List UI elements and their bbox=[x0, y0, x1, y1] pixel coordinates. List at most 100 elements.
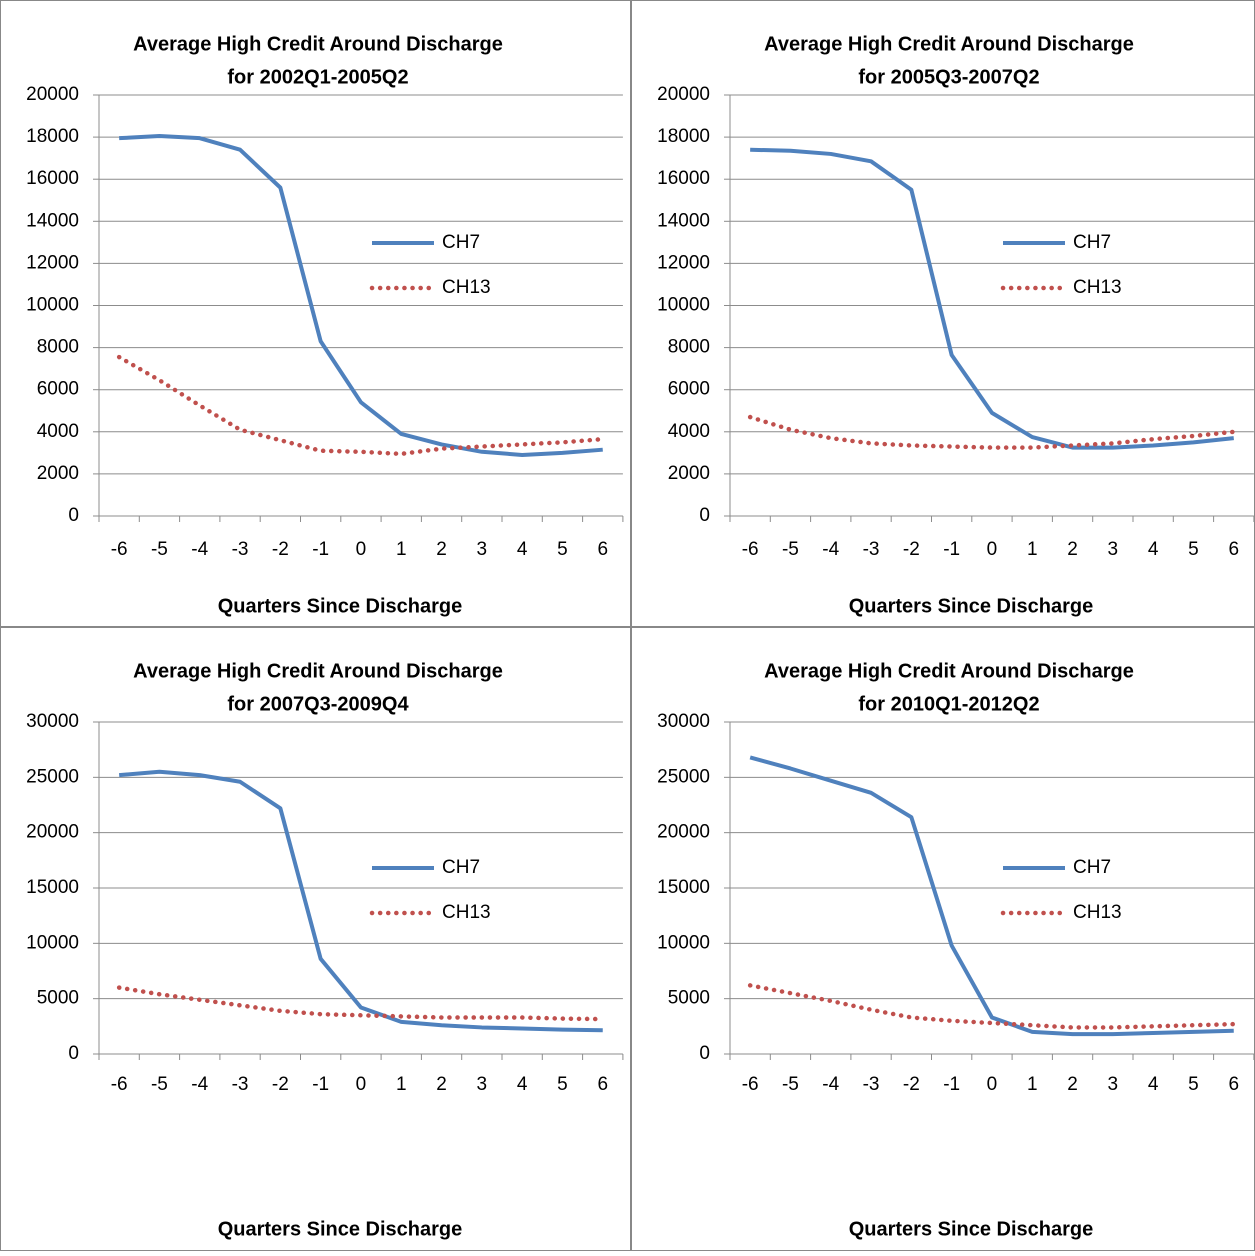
legend-label: CH13 bbox=[442, 902, 491, 923]
y-tick-label: 15000 bbox=[657, 877, 710, 898]
y-tick-label: 14000 bbox=[26, 210, 79, 231]
x-tick-label: 3 bbox=[1108, 539, 1119, 560]
y-tick-label: 10000 bbox=[657, 932, 710, 953]
y-tick-label: 4000 bbox=[668, 421, 710, 442]
x-tick-label: 3 bbox=[1108, 1074, 1119, 1095]
x-tick-label: -4 bbox=[822, 1074, 839, 1095]
y-tick-label: 20000 bbox=[657, 822, 710, 843]
x-tick-label: 5 bbox=[1188, 1074, 1199, 1095]
y-tick-label: 0 bbox=[699, 505, 710, 526]
x-tick-label: -1 bbox=[943, 539, 960, 560]
y-tick-label: 20000 bbox=[657, 84, 710, 105]
x-tick-label: 3 bbox=[477, 1074, 488, 1095]
y-tick-label: 12000 bbox=[26, 252, 79, 273]
x-tick-label: 5 bbox=[1188, 539, 1199, 560]
y-tick-label: 15000 bbox=[26, 877, 79, 898]
y-tick-label: 6000 bbox=[37, 379, 79, 400]
chart-title: for 2002Q1-2005Q2 bbox=[227, 66, 408, 88]
y-tick-label: 10000 bbox=[26, 932, 79, 953]
series-line bbox=[749, 755, 1234, 1037]
x-axis-title: Quarters Since Discharge bbox=[218, 1218, 463, 1240]
y-tick-label: 0 bbox=[68, 505, 79, 526]
x-tick-label: 2 bbox=[1067, 539, 1078, 560]
series-line bbox=[116, 354, 605, 457]
x-tick-label: -4 bbox=[191, 1074, 208, 1095]
legend-label: CH7 bbox=[1073, 232, 1111, 253]
y-tick-label: 4000 bbox=[37, 421, 79, 442]
series-line bbox=[747, 983, 1236, 1030]
x-tick-label: 6 bbox=[597, 1074, 608, 1095]
legend-label: CH13 bbox=[1073, 277, 1122, 298]
y-tick-label: 16000 bbox=[26, 168, 79, 189]
x-tick-label: -1 bbox=[312, 539, 329, 560]
series-line bbox=[747, 414, 1236, 450]
legend-label: CH13 bbox=[442, 277, 491, 298]
x-tick-label: -3 bbox=[863, 539, 880, 560]
y-tick-label: 20000 bbox=[26, 822, 79, 843]
legend-label: CH7 bbox=[442, 232, 480, 253]
x-tick-label: 2 bbox=[436, 539, 447, 560]
y-tick-label: 0 bbox=[699, 1043, 710, 1064]
x-tick-label: 2 bbox=[1067, 1074, 1078, 1095]
y-tick-label: 25000 bbox=[657, 766, 710, 787]
x-tick-label: -3 bbox=[863, 1074, 880, 1095]
y-tick-label: 14000 bbox=[657, 210, 710, 231]
x-tick-label: -1 bbox=[312, 1074, 329, 1095]
y-tick-label: 30000 bbox=[26, 711, 79, 732]
x-tick-label: -5 bbox=[151, 539, 168, 560]
y-tick-label: 5000 bbox=[37, 988, 79, 1009]
x-tick-label: 5 bbox=[557, 539, 568, 560]
legend-label: CH7 bbox=[1073, 857, 1111, 878]
chart-title: Average High Credit Around Discharge bbox=[133, 33, 503, 55]
x-tick-label: 4 bbox=[1148, 539, 1159, 560]
x-axis-title: Quarters Since Discharge bbox=[849, 1218, 1094, 1240]
x-tick-label: -5 bbox=[782, 539, 799, 560]
chart-title: Average High Credit Around Discharge bbox=[133, 660, 503, 682]
y-tick-label: 18000 bbox=[26, 126, 79, 147]
x-tick-label: 1 bbox=[1027, 539, 1038, 560]
series-line bbox=[118, 769, 603, 1033]
y-tick-label: 12000 bbox=[657, 252, 710, 273]
x-tick-label: 4 bbox=[517, 1074, 528, 1095]
y-tick-label: 2000 bbox=[37, 463, 79, 484]
x-tick-label: -3 bbox=[232, 539, 249, 560]
x-tick-label: 0 bbox=[356, 539, 367, 560]
x-tick-label: -3 bbox=[232, 1074, 249, 1095]
y-tick-label: 10000 bbox=[657, 295, 710, 316]
x-axis-title: Quarters Since Discharge bbox=[218, 595, 463, 617]
chart-title: Average High Credit Around Discharge bbox=[764, 33, 1134, 55]
x-tick-label: -4 bbox=[822, 539, 839, 560]
x-tick-label: 4 bbox=[1148, 1074, 1159, 1095]
series-line bbox=[119, 134, 603, 457]
y-tick-label: 30000 bbox=[657, 711, 710, 732]
x-tick-label: -6 bbox=[111, 539, 128, 560]
y-tick-label: 8000 bbox=[37, 337, 79, 358]
x-tick-label: 6 bbox=[1228, 1074, 1239, 1095]
x-tick-label: -2 bbox=[903, 1074, 920, 1095]
x-tick-label: 2 bbox=[436, 1074, 447, 1095]
series-line bbox=[750, 147, 1234, 450]
y-tick-label: 25000 bbox=[26, 766, 79, 787]
x-tick-label: -2 bbox=[272, 539, 289, 560]
x-tick-label: -4 bbox=[191, 539, 208, 560]
x-tick-label: -2 bbox=[903, 539, 920, 560]
y-tick-label: 2000 bbox=[668, 463, 710, 484]
y-tick-label: 5000 bbox=[668, 988, 710, 1009]
x-tick-label: -5 bbox=[151, 1074, 168, 1095]
chart-title: for 2005Q3-2007Q2 bbox=[858, 66, 1039, 88]
x-tick-label: 6 bbox=[1228, 539, 1239, 560]
y-tick-label: 18000 bbox=[657, 126, 710, 147]
chart-title: for 2010Q1-2012Q2 bbox=[858, 693, 1039, 715]
x-tick-label: 0 bbox=[987, 539, 998, 560]
x-tick-label: -6 bbox=[111, 1074, 128, 1095]
y-tick-label: 16000 bbox=[657, 168, 710, 189]
x-tick-label: -6 bbox=[742, 539, 759, 560]
legend-label: CH13 bbox=[1073, 902, 1122, 923]
y-tick-label: 0 bbox=[68, 1043, 79, 1064]
x-tick-label: 1 bbox=[396, 1074, 407, 1095]
y-tick-label: 8000 bbox=[668, 337, 710, 358]
chart-title: for 2007Q3-2009Q4 bbox=[227, 693, 409, 715]
series-line bbox=[116, 985, 605, 1022]
